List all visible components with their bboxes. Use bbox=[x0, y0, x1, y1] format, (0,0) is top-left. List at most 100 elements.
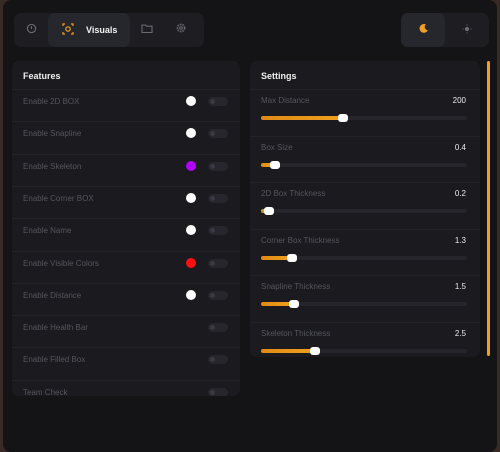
setting-value: 0.4 bbox=[454, 142, 466, 152]
setting-label: Max Distance bbox=[261, 96, 310, 105]
color-picker-swatch[interactable] bbox=[186, 289, 196, 300]
setting-value: 2.5 bbox=[454, 328, 466, 338]
feature-row: Team Check bbox=[12, 379, 240, 396]
color-picker-swatch[interactable] bbox=[186, 96, 196, 106]
feature-label: Enable Distance bbox=[23, 290, 82, 300]
tab-bar: Visuals bbox=[14, 13, 204, 47]
feature-label: Enable Corner BOX bbox=[23, 193, 94, 203]
toggle-knob bbox=[210, 260, 215, 266]
eye-scan-icon bbox=[62, 23, 74, 37]
slider-fill bbox=[261, 162, 276, 167]
setting-row: Snapline Thickness 1.5 bbox=[250, 275, 480, 321]
setting-row: Max Distance 200 bbox=[250, 89, 480, 135]
settings-panel: Settings Max Distance 200 Box Size 0.4 2D Bo… bbox=[250, 61, 480, 357]
color-picker-swatch[interactable] bbox=[186, 128, 196, 139]
toggle-knob bbox=[210, 195, 215, 201]
feature-row: Enable Skeleton bbox=[12, 153, 240, 186]
feature-toggle[interactable] bbox=[208, 129, 228, 139]
crosshair-icon bbox=[26, 21, 37, 39]
toggle-knob bbox=[210, 325, 215, 331]
feature-toggle[interactable] bbox=[208, 97, 228, 106]
color-picker-swatch[interactable] bbox=[186, 160, 196, 171]
slider-thumb[interactable] bbox=[288, 300, 299, 308]
feature-label: Enable Filled Box bbox=[23, 355, 86, 365]
feature-toggle[interactable] bbox=[208, 290, 228, 300]
app-window: Visuals Features Enable 2D BOX Enable Sna… bbox=[3, 0, 497, 452]
feature-label: Enable Skeleton bbox=[23, 161, 82, 171]
setting-label: 2D Box Thickness bbox=[261, 189, 326, 198]
feature-label: Enable Health Bar bbox=[23, 323, 88, 333]
tab-configs[interactable] bbox=[130, 13, 164, 47]
slider-fill bbox=[261, 348, 315, 353]
feature-row: Enable Name bbox=[12, 218, 240, 250]
setting-row: Skeleton Thickness 2.5 bbox=[250, 321, 480, 358]
feature-row: Enable Distance bbox=[12, 282, 240, 315]
slider-track[interactable] bbox=[261, 253, 467, 262]
feature-toggle[interactable] bbox=[208, 387, 228, 396]
feature-label: Enable Name bbox=[23, 226, 72, 236]
setting-label: Snapline Thickness bbox=[261, 282, 331, 291]
feature-label: Team Check bbox=[23, 387, 68, 396]
slider-thumb[interactable] bbox=[338, 114, 349, 122]
slider-thumb[interactable] bbox=[264, 207, 275, 215]
feature-row: Enable Filled Box bbox=[12, 347, 240, 379]
slider-track[interactable] bbox=[261, 114, 467, 122]
settings-title: Settings bbox=[261, 71, 297, 81]
setting-value: 200 bbox=[452, 96, 466, 105]
scrollbar[interactable] bbox=[487, 61, 490, 356]
slider-track[interactable] bbox=[261, 207, 467, 215]
gear-icon bbox=[175, 21, 187, 39]
setting-value: 1.5 bbox=[454, 282, 466, 291]
moon-icon bbox=[418, 21, 429, 39]
color-picker-swatch[interactable] bbox=[186, 192, 196, 203]
slider-fill bbox=[261, 116, 344, 120]
color-picker-swatch[interactable] bbox=[186, 257, 196, 268]
toggle-knob bbox=[210, 389, 215, 395]
color-picker-swatch[interactable] bbox=[186, 225, 196, 236]
setting-label: Skeleton Thickness bbox=[261, 328, 331, 338]
toggle-knob bbox=[210, 163, 215, 169]
sun-icon bbox=[462, 21, 472, 39]
slider-fill bbox=[261, 255, 292, 260]
feature-row: Enable 2D BOX bbox=[12, 89, 240, 121]
slider-track[interactable] bbox=[261, 346, 467, 355]
toggle-knob bbox=[210, 131, 215, 137]
slider-thumb[interactable] bbox=[286, 253, 297, 262]
features-panel: Features Enable 2D BOX Enable Snapline Ena… bbox=[12, 61, 240, 396]
setting-row: 2D Box Thickness 0.2 bbox=[250, 182, 480, 228]
feature-row: Enable Snapline bbox=[12, 121, 240, 153]
folder-icon bbox=[141, 21, 153, 39]
setting-value: 1.3 bbox=[454, 235, 466, 245]
theme-switcher bbox=[401, 13, 489, 47]
tab-aim[interactable] bbox=[14, 13, 48, 47]
light-mode-button[interactable] bbox=[445, 13, 489, 47]
setting-label: Corner Box Thickness bbox=[261, 235, 340, 245]
features-title: Features bbox=[23, 71, 61, 81]
slider-track[interactable] bbox=[261, 300, 467, 308]
slider-thumb[interactable] bbox=[309, 346, 320, 355]
tab-visuals[interactable]: Visuals bbox=[48, 13, 130, 47]
slider-fill bbox=[261, 302, 294, 306]
feature-toggle[interactable] bbox=[208, 323, 228, 333]
feature-toggle[interactable] bbox=[208, 193, 228, 203]
dark-mode-button[interactable] bbox=[401, 13, 445, 47]
toggle-knob bbox=[210, 228, 215, 234]
feature-toggle[interactable] bbox=[208, 161, 228, 171]
slider-thumb[interactable] bbox=[270, 160, 281, 169]
feature-toggle[interactable] bbox=[208, 355, 228, 365]
tab-settings[interactable] bbox=[164, 13, 198, 47]
feature-toggle[interactable] bbox=[208, 226, 228, 236]
feature-label: Enable Snapline bbox=[23, 129, 82, 139]
feature-label: Enable 2D BOX bbox=[23, 97, 80, 106]
feature-label: Enable Visible Colors bbox=[23, 258, 99, 268]
feature-row: Enable Visible Colors bbox=[12, 250, 240, 283]
feature-toggle[interactable] bbox=[208, 258, 228, 268]
tab-visuals-label: Visuals bbox=[86, 25, 118, 35]
setting-label: Box Size bbox=[261, 142, 293, 152]
setting-row: Corner Box Thickness 1.3 bbox=[250, 228, 480, 275]
feature-row: Enable Health Bar bbox=[12, 315, 240, 347]
setting-row: Box Size 0.4 bbox=[250, 135, 480, 182]
feature-row: Enable Corner BOX bbox=[12, 185, 240, 218]
setting-value: 0.2 bbox=[454, 189, 466, 198]
slider-track[interactable] bbox=[261, 160, 467, 169]
